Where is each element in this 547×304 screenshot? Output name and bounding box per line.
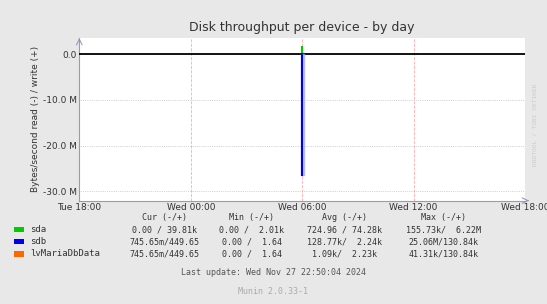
- Text: lvMariaDbData: lvMariaDbData: [30, 249, 100, 258]
- Y-axis label: Bytes/second read (-) / write (+): Bytes/second read (-) / write (+): [31, 46, 40, 192]
- Text: 0.00 /  1.64: 0.00 / 1.64: [222, 237, 282, 246]
- Text: 724.96 / 74.28k: 724.96 / 74.28k: [307, 225, 382, 234]
- Text: 0.00 /  1.64: 0.00 / 1.64: [222, 249, 282, 258]
- Text: 128.77k/  2.24k: 128.77k/ 2.24k: [307, 237, 382, 246]
- Text: Last update: Wed Nov 27 22:50:04 2024: Last update: Wed Nov 27 22:50:04 2024: [181, 268, 366, 277]
- Text: sdb: sdb: [30, 237, 46, 246]
- Text: Munin 2.0.33-1: Munin 2.0.33-1: [238, 287, 309, 296]
- Text: 41.31k/130.84k: 41.31k/130.84k: [408, 249, 478, 258]
- Text: 1.09k/  2.23k: 1.09k/ 2.23k: [312, 249, 377, 258]
- Text: Avg (-/+): Avg (-/+): [322, 213, 367, 222]
- Text: sda: sda: [30, 225, 46, 234]
- Text: Cur (-/+): Cur (-/+): [142, 213, 187, 222]
- Title: Disk throughput per device - by day: Disk throughput per device - by day: [189, 21, 415, 34]
- Text: 25.06M/130.84k: 25.06M/130.84k: [408, 237, 478, 246]
- Text: Max (-/+): Max (-/+): [421, 213, 465, 222]
- Text: Min (-/+): Min (-/+): [229, 213, 274, 222]
- Text: 745.65m/449.65: 745.65m/449.65: [129, 249, 199, 258]
- Text: RRDTOOL / TOBI OETIKER: RRDTOOL / TOBI OETIKER: [532, 83, 538, 166]
- Text: 0.00 / 39.81k: 0.00 / 39.81k: [132, 225, 196, 234]
- Text: 155.73k/  6.22M: 155.73k/ 6.22M: [405, 225, 481, 234]
- Text: 745.65m/449.65: 745.65m/449.65: [129, 237, 199, 246]
- Text: 0.00 /  2.01k: 0.00 / 2.01k: [219, 225, 284, 234]
